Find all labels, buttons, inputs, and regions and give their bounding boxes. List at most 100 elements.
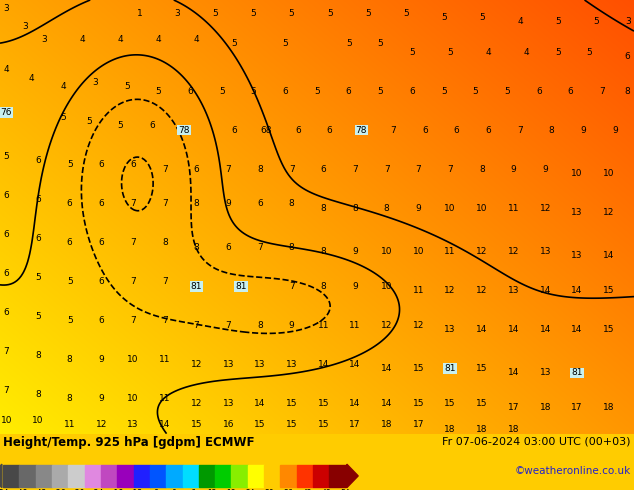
Text: 7: 7 (3, 347, 10, 356)
Text: 5: 5 (212, 8, 219, 18)
Bar (280, 465, 297, 487)
Bar (117, 465, 134, 487)
Text: 7: 7 (162, 317, 168, 325)
Text: 6: 6 (3, 230, 10, 239)
Text: 7: 7 (130, 199, 136, 208)
Text: 9: 9 (612, 125, 618, 135)
Text: 8: 8 (320, 247, 327, 256)
Text: 14: 14 (540, 325, 551, 334)
Text: 14: 14 (508, 368, 519, 377)
Text: 4: 4 (118, 34, 123, 44)
Text: 7: 7 (225, 165, 231, 173)
Text: 9: 9 (580, 125, 586, 135)
Text: 6: 6 (130, 160, 136, 169)
Text: 6: 6 (98, 160, 105, 169)
Text: 10: 10 (476, 204, 488, 213)
Text: 8: 8 (352, 204, 358, 213)
Text: 0: 0 (172, 489, 177, 490)
Text: 5: 5 (67, 160, 73, 169)
Text: 14: 14 (540, 286, 551, 295)
Text: 15: 15 (413, 364, 424, 373)
Text: 6: 6 (3, 269, 10, 278)
Text: 7: 7 (225, 321, 231, 330)
Text: 8: 8 (67, 355, 73, 365)
Text: 6: 6 (225, 243, 231, 252)
Text: 18: 18 (540, 403, 551, 412)
Bar (297, 465, 313, 487)
Text: 14: 14 (349, 360, 361, 369)
Text: 7: 7 (130, 277, 136, 286)
Text: 11: 11 (413, 286, 424, 295)
FancyArrow shape (0, 464, 2, 488)
Text: 5: 5 (250, 8, 257, 18)
Text: 36: 36 (283, 489, 294, 490)
Text: 14: 14 (381, 364, 392, 373)
Text: 7: 7 (193, 321, 200, 330)
Text: 5: 5 (479, 13, 485, 22)
Text: 6: 6 (191, 489, 196, 490)
Text: 12: 12 (208, 489, 217, 490)
Text: 9: 9 (352, 247, 358, 256)
Text: 14: 14 (349, 399, 361, 408)
Text: Height/Temp. 925 hPa [gdpm] ECMWF: Height/Temp. 925 hPa [gdpm] ECMWF (3, 437, 255, 449)
Text: 8: 8 (624, 87, 631, 96)
Text: 5: 5 (377, 39, 384, 48)
Text: 1: 1 (136, 8, 143, 18)
Text: 18: 18 (476, 425, 488, 434)
Text: 15: 15 (476, 364, 488, 373)
Text: 5: 5 (35, 273, 41, 282)
Text: 8: 8 (320, 204, 327, 213)
Text: 15: 15 (603, 325, 614, 334)
Text: 7: 7 (352, 165, 358, 173)
Text: 12: 12 (191, 399, 202, 408)
Text: 15: 15 (476, 399, 488, 408)
Text: 13: 13 (540, 368, 551, 377)
Text: 6: 6 (67, 238, 73, 247)
Text: 10: 10 (571, 169, 583, 178)
Text: 12: 12 (191, 360, 202, 369)
Text: 16: 16 (223, 420, 234, 429)
Text: 5: 5 (67, 277, 73, 286)
Text: 5: 5 (346, 39, 352, 48)
Text: 18: 18 (444, 425, 456, 434)
Text: 14: 14 (603, 251, 614, 260)
Text: 4: 4 (4, 65, 9, 74)
Text: 8: 8 (193, 243, 200, 252)
Text: 81: 81 (571, 368, 583, 377)
Text: 6: 6 (295, 125, 301, 135)
Text: 17: 17 (571, 403, 583, 412)
Text: -6: -6 (152, 489, 159, 490)
Text: 78: 78 (356, 125, 367, 135)
Text: 5: 5 (60, 113, 67, 122)
Text: 6: 6 (67, 199, 73, 208)
Text: 14: 14 (571, 325, 583, 334)
Text: 76: 76 (1, 108, 12, 117)
Text: 10: 10 (381, 247, 392, 256)
Text: 8: 8 (320, 282, 327, 291)
Text: 6: 6 (3, 191, 10, 199)
Text: 5: 5 (441, 13, 447, 22)
Text: 6: 6 (35, 156, 41, 165)
Text: 9: 9 (288, 321, 295, 330)
Text: 15: 15 (444, 399, 456, 408)
Text: 9: 9 (98, 394, 105, 403)
Bar (313, 465, 329, 487)
Text: 9: 9 (98, 355, 105, 365)
Text: 12: 12 (476, 247, 488, 256)
Text: 6: 6 (567, 87, 574, 96)
Bar (68, 465, 85, 487)
FancyArrow shape (347, 464, 358, 488)
Text: 14: 14 (381, 399, 392, 408)
Text: 81: 81 (444, 364, 456, 373)
Text: 5: 5 (3, 151, 10, 161)
Text: 7: 7 (130, 317, 136, 325)
Text: ©weatheronline.co.uk: ©weatheronline.co.uk (515, 466, 631, 476)
Text: 6: 6 (624, 52, 631, 61)
Text: 7: 7 (415, 165, 422, 173)
Text: 5: 5 (35, 312, 41, 321)
Bar (134, 465, 150, 487)
Text: 6: 6 (187, 87, 193, 96)
Text: 81: 81 (235, 282, 247, 291)
Text: 5: 5 (250, 87, 257, 96)
Text: 17: 17 (349, 420, 361, 429)
